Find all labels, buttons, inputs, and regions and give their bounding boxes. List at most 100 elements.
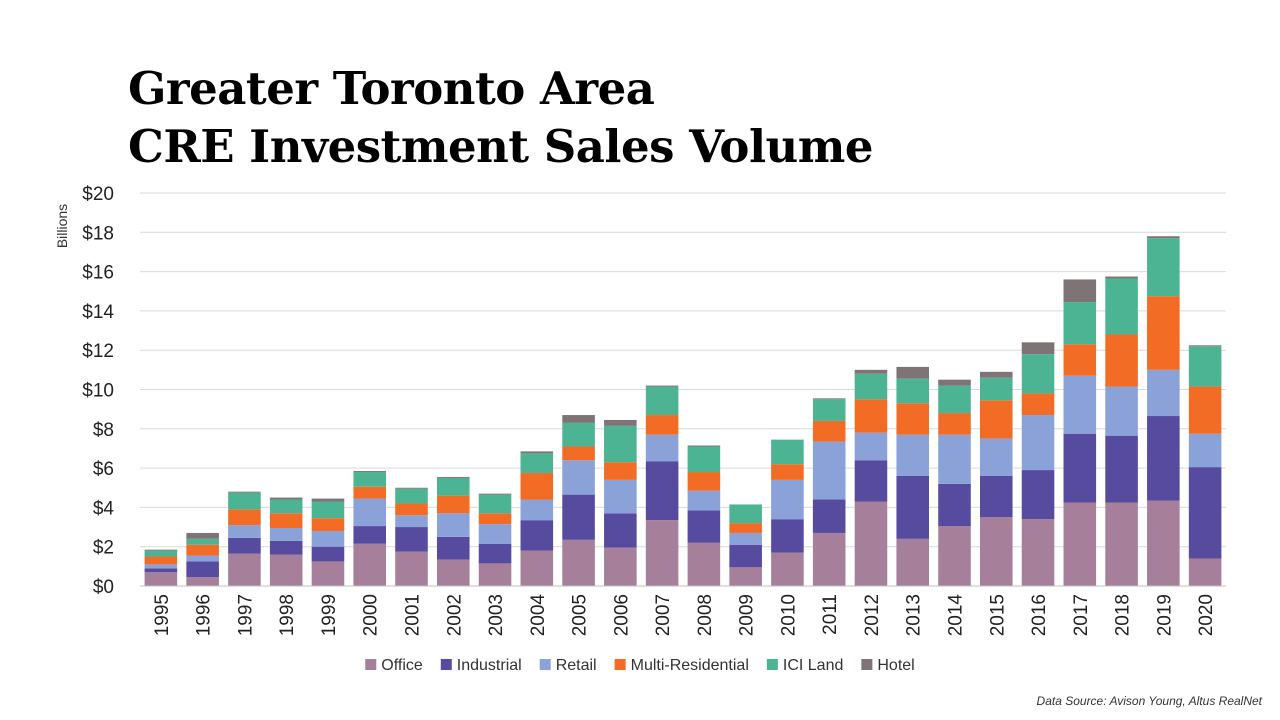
data-source-note: Data Source: Avison Young, Altus RealNet — [1036, 694, 1262, 708]
bar-segment — [144, 549, 178, 551]
legend-swatch — [861, 659, 873, 670]
bar-segment — [645, 520, 679, 586]
bar-segment — [353, 472, 387, 487]
bar-segment — [1188, 345, 1222, 347]
x-tick-label: 1995 — [152, 594, 173, 636]
bar-segment — [269, 499, 303, 514]
legend-item: ICI Land — [766, 657, 843, 674]
bar-segment — [687, 542, 721, 586]
bar-segment — [1063, 433, 1097, 503]
legend-label: Multi-Residential — [631, 657, 749, 674]
bar-segment — [1021, 470, 1055, 520]
bar-segment — [1147, 500, 1180, 586]
x-tick-label: 2006 — [611, 594, 632, 636]
bar-segment — [269, 528, 303, 541]
bar-segment — [269, 540, 303, 555]
bar-segment — [1021, 519, 1055, 586]
bar-segment — [144, 564, 178, 569]
x-tick-label: 2013 — [904, 594, 925, 636]
y-tick-label: $12 — [82, 341, 114, 362]
bar-segment — [311, 498, 345, 502]
bar-segment — [604, 547, 637, 586]
bar-segment — [812, 532, 846, 586]
legend-item: Industrial — [440, 657, 522, 674]
bar-segment — [1063, 502, 1097, 586]
bar-segment — [436, 559, 470, 586]
x-tick-label: 2010 — [778, 594, 799, 636]
x-tick-label: 2009 — [737, 594, 758, 636]
legend-swatch — [614, 659, 626, 670]
y-tick-label: $2 — [93, 538, 114, 559]
bar-segment — [812, 398, 846, 400]
y-tick-label: $0 — [93, 577, 114, 598]
legend-item: Retail — [539, 657, 597, 674]
legend-label: Retail — [556, 657, 597, 674]
bar-segment — [520, 550, 554, 586]
bar-segment — [645, 385, 679, 387]
bar-segment — [854, 432, 888, 461]
bar-segment — [729, 532, 762, 545]
gridlines — [140, 192, 1226, 548]
bar-segment — [1147, 238, 1180, 297]
chart-title-line-1: Greater Toronto Area — [128, 62, 655, 115]
bar-segment — [938, 413, 971, 435]
bar-segment — [812, 420, 846, 442]
bar-segment — [186, 555, 219, 562]
bar-segment — [938, 434, 971, 484]
y-tick-label: $4 — [93, 498, 115, 519]
bar-segment — [687, 472, 721, 491]
bar-segment — [186, 561, 219, 578]
bar-segment — [645, 415, 679, 435]
bar-segment — [520, 453, 554, 474]
bar-segment — [228, 492, 261, 510]
x-tick-label: 2005 — [570, 594, 591, 636]
bar-segment — [1105, 435, 1138, 503]
x-tick-label: 2011 — [820, 594, 841, 635]
bar-segment — [311, 561, 345, 586]
bar-segment — [228, 553, 261, 586]
bar-segment — [645, 434, 679, 462]
y-axis-tick-labels: $0 $2 $4 $6 $8 $10 $12 $14 $16 $18 $20 — [82, 184, 114, 598]
bar-segment — [771, 464, 804, 480]
bar-segment — [1105, 386, 1138, 436]
bar-segment — [1188, 467, 1222, 559]
bar-segment — [144, 550, 178, 557]
bar-segment — [562, 460, 595, 495]
chart-title: Greater Toronto Area CRE Investment Sale… — [128, 60, 874, 176]
bar-segment — [896, 538, 930, 586]
bar-segment — [896, 403, 930, 435]
bar-segment — [1105, 334, 1138, 387]
bar-segment — [1147, 369, 1180, 417]
bar-segment — [938, 526, 971, 586]
bar-segment — [1188, 346, 1222, 387]
x-tick-label: 2014 — [946, 594, 967, 637]
bar-segment — [854, 369, 888, 374]
bar-segment — [1063, 375, 1097, 434]
x-tick-label: 2012 — [862, 594, 883, 636]
x-tick-label: 2020 — [1196, 594, 1217, 636]
legend-item: Multi-Residential — [614, 657, 749, 674]
bar-segment — [687, 510, 721, 543]
x-tick-label: 2004 — [528, 594, 549, 637]
y-tick-label: $16 — [82, 263, 114, 284]
bar-segment — [1063, 302, 1097, 345]
bar-segment — [269, 513, 303, 529]
bar-segment — [436, 495, 470, 514]
bar-segment — [520, 520, 554, 551]
x-tick-label: 1996 — [194, 594, 215, 636]
x-axis-tick-labels: 1995 1996 1997 1998 1999 2000 2001 2002 2003 2004… — [152, 594, 1217, 637]
bar-segment — [186, 544, 219, 556]
legend-label: Hotel — [877, 657, 914, 674]
bar-segment — [604, 462, 637, 480]
bar-segment — [353, 543, 387, 586]
bar-segment — [1105, 502, 1138, 586]
bar-segment — [311, 501, 345, 519]
bar-segment — [186, 538, 219, 545]
legend-swatch — [539, 659, 551, 670]
x-tick-label: 2016 — [1029, 594, 1050, 636]
bar-segment — [436, 476, 470, 478]
bar-segment — [186, 532, 219, 539]
bar-segment — [1147, 296, 1180, 370]
bar-segment — [478, 524, 512, 544]
bar-segment — [771, 479, 804, 520]
